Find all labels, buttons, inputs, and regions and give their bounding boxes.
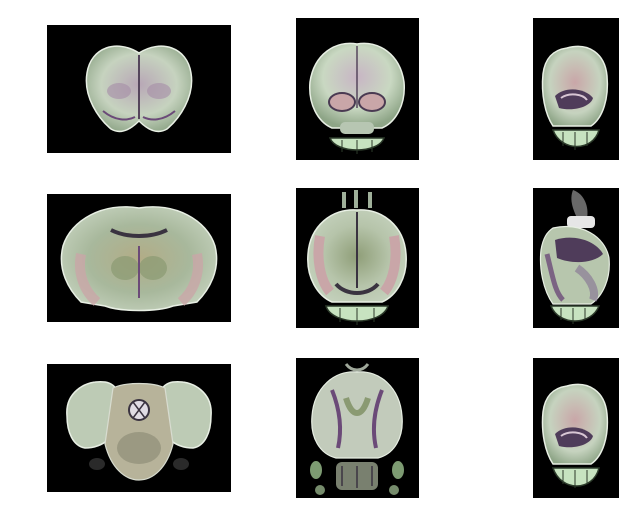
- brain-sagittal-slice: [539, 190, 610, 324]
- panel-sagittal-r1: [533, 18, 619, 160]
- panel-axial-r1: [296, 18, 419, 160]
- brain-coronal-slice: [66, 381, 212, 481]
- panel-sagittal-r2: [533, 188, 619, 328]
- panel-axial-r2: [296, 188, 419, 328]
- brain-axial-slice: [307, 190, 407, 325]
- panel-coronal-r2: [47, 194, 231, 322]
- panel-coronal-r1: [47, 25, 231, 153]
- brain-coronal-slice: [85, 45, 193, 133]
- panel-coronal-r3: [47, 364, 231, 492]
- brain-axial-slice: [310, 363, 404, 495]
- brain-sagittal-slice: [541, 383, 609, 488]
- brain-sagittal-slice: [541, 45, 609, 150]
- panel-axial-r3: [296, 358, 419, 498]
- panel-sagittal-r3: [533, 358, 619, 498]
- brain-axial-slice: [309, 42, 405, 154]
- brain-coronal-slice: [60, 206, 218, 312]
